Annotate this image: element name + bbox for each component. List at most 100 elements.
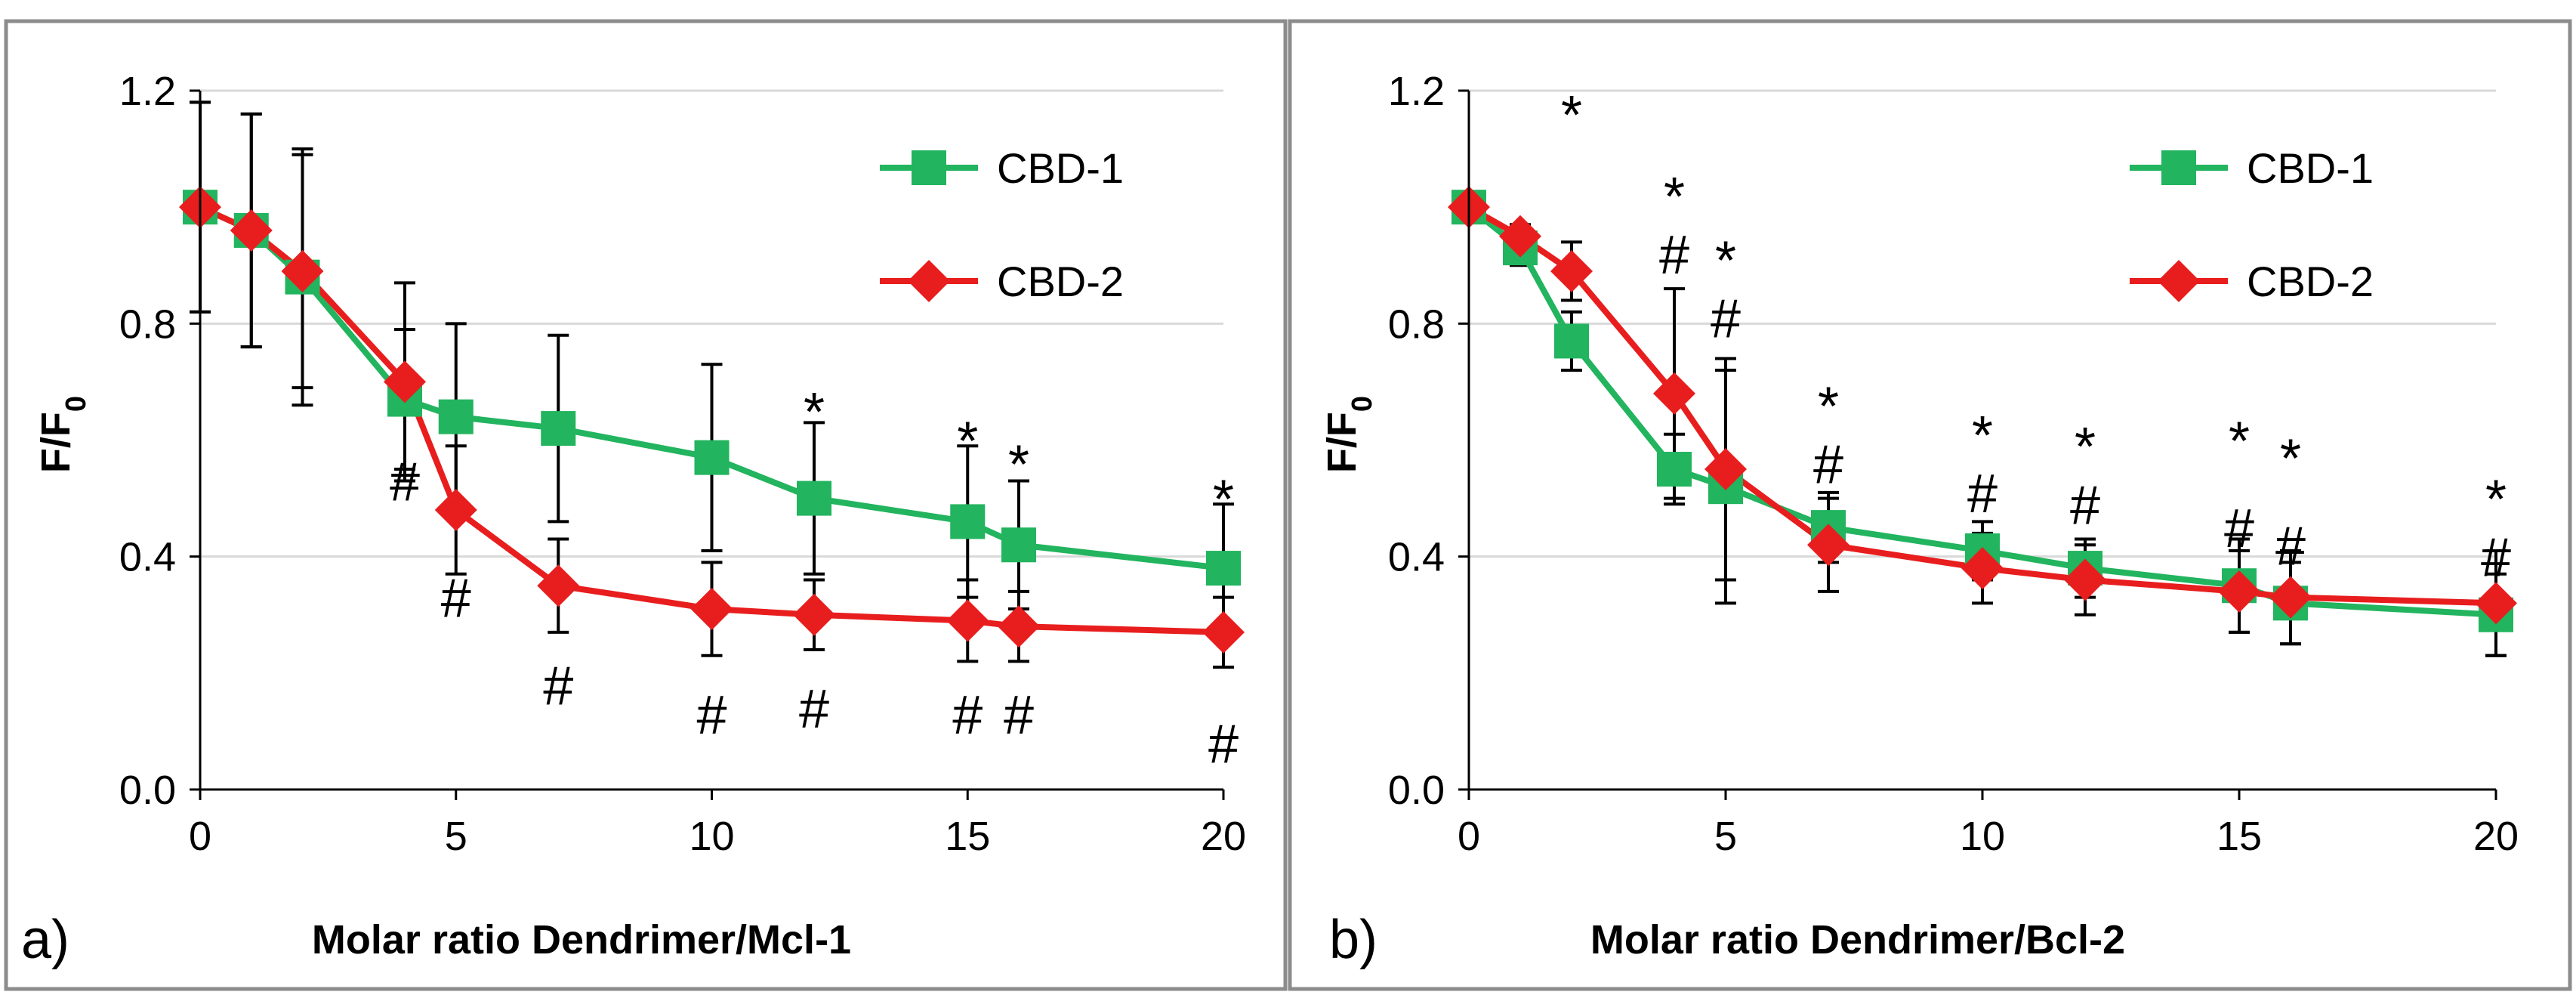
panel-a-y-tick-label-0: 0.0 [119,768,176,813]
panel-b-cbd-2-point-4 [1704,448,1747,491]
panel-b-y-axis-label: F/F0 [1319,396,1378,473]
panel-a-annotation-hash-10: # [1208,714,1239,774]
panel-b-cbd-2-point-1 [1499,215,1541,258]
panel-b-x-tick-label-2: 10 [1960,814,2005,859]
panel-a-cbd-1-point-5 [541,411,576,447]
panel-b-y-tick-label-3: 1.2 [1388,69,1445,114]
panel-a-cbd-1-point-10 [1206,551,1241,586]
panel-b-annotation-hash-15: # [2481,528,2511,589]
panel-a-x-tick-label-1: 5 [445,814,467,859]
panel-a-legend-cbd-1-marker [912,150,946,185]
panel-a-cbd-2-point-9 [998,605,1040,648]
panel-a-x-tick-label-0: 0 [189,814,211,859]
panel-a-y-tick-label-1: 0.4 [119,535,176,580]
panel-a-cbd-1-point-7 [797,481,831,516]
panel-a-markers [179,186,1245,654]
panel-b-cbd-2-point-7 [2064,558,2106,601]
panel-a-cbd-2-point-1 [230,209,273,252]
panel-b-annotation-star-4: * [1715,231,1736,292]
panel-a-cbd-2-point-4 [434,489,477,531]
panel-a-letter: a) [21,910,69,970]
panel-b-cbd-1-point-3 [1657,452,1692,487]
panel-b-cbd-2-point-10 [2475,582,2517,625]
panel-b-x-tick-label-4: 20 [2473,814,2519,859]
panel-b-annotation-star-14: * [2280,429,2301,490]
panel-b-tick-labels: 0.0 0.4 0.8 1.2 0 5 10 15 20 [1388,69,2519,859]
panel-b-annotation-star-10: * [2075,417,2096,477]
panel-b-legend-cbd-2-label: CBD-2 [2247,258,2374,305]
panel-b-legend-cbd-1-marker [2161,150,2196,185]
panel-a-y-axis-label: F/F0 [33,396,92,473]
panel-a-annotation-star-9: * [1008,434,1029,495]
panel-a-annotation-hash-6: # [952,685,983,746]
panel-b-axes [1458,89,2497,800]
panel-a: # # # # # * # * # * # * 0.0 0.4 0.8 1.2 0 5 10 15 20 Molar … [21,69,1246,970]
panel-b-annotation-star-0: * [1561,85,1582,146]
panel-a-x-tick-label-3: 15 [945,814,990,859]
panel-b-x-tick-label-1: 5 [1714,814,1737,859]
panel-a-cbd-2-point-8 [946,599,989,642]
panel-b-frame [1288,19,2572,991]
panel-b-markers [1448,186,2517,632]
panel-a-y-tick-label-2: 0.8 [119,301,176,347]
panel-a-x-tick-label-2: 10 [689,814,734,859]
panel-a-cbd-2-point-10 [1202,610,1245,654]
panel-b-cbd-2-point-6 [1961,547,2004,590]
panel-b-cbd-2-point-8 [2218,570,2260,613]
panel-a-annotation-hash-4: # [799,679,829,740]
panel-b-x-tick-label-3: 15 [2217,814,2262,859]
panel-a-cbd-1-point-9 [1001,527,1036,563]
panel-a-annotation-hash-8: # [1004,685,1034,746]
panel-b-annotation-hash-9: # [2070,475,2100,536]
panel-a-annotations: # # # # # * # * # * # * [390,382,1239,774]
panel-b-legend: CBD-1 CBD-2 [2130,144,2374,305]
panel-a-cbd-2-point-6 [690,588,733,631]
panel-b-letter: b) [1329,910,1377,970]
panel-b-y-tick-label-2: 0.8 [1388,301,1445,347]
panel-a-annotation-hash-3: # [696,685,727,746]
panel-b-annotation-hash-5: # [1813,434,1843,495]
panel-b-annotations: *#*#*#*#*#*#*#*#* [1561,85,2511,589]
panel-a-x-tick-label-4: 20 [1201,814,1246,859]
panel-a-frame [4,19,1288,991]
panel-b-annotation-hash-1: # [1659,225,1689,286]
panel-b-cbd-2-point-5 [1807,524,1849,567]
panel-a-legend-cbd-1-label: CBD-1 [997,144,1124,192]
panel-a-annotation-hash-2: # [543,656,573,716]
panel-a-annotation-star-7: * [957,412,978,472]
panel-a-cbd-2-point-3 [384,360,426,403]
panel-b-cbd-2-point-9 [2269,576,2312,619]
panel-a-y-tick-label-3: 1.2 [119,69,176,114]
panel-a-cbd-1-point-6 [694,440,730,475]
panel-a-axes [190,89,1225,800]
panel-b-y-tick-label-0: 0.0 [1388,768,1445,813]
panel-a-cbd-1-point-4 [438,399,474,434]
panel-a-cbd-2-point-2 [281,249,324,292]
panel-b-annotation-hash-13: # [2275,516,2306,576]
panel-b-annotation-hash-11: # [2224,499,2254,559]
panel-b-annotation-star-8: * [1972,406,1993,466]
panel-b-annotation-star-16: * [2485,470,2507,530]
panel-b-annotation-star-2: * [1664,167,1685,227]
panel-b-legend-cbd-2-marker [2158,260,2200,302]
panel-b: *#*#*#*#*#*#*#*#* 0.00.40.81.20 5 10 15 20 M… [1319,69,2519,970]
panel-b-legend-cbd-1-label: CBD-1 [2247,144,2374,192]
panel-b-cbd-2-point-2 [1550,249,1593,292]
panel-b-annotation-hash-7: # [1967,464,1998,524]
panel-b-annotation-star-12: * [2229,412,2250,472]
panel-b-cbd-1-point-2 [1554,323,1589,359]
panel-a-cbd-2-point-5 [537,564,580,607]
panel-a-tick-labels: 0.0 0.4 0.8 1.2 0 5 10 15 20 [119,69,1246,859]
panel-a-legend: CBD-1 CBD-2 [880,144,1124,305]
panel-a-legend-cbd-2-marker [908,260,950,302]
panel-a-cbd-2-point-7 [793,593,835,636]
panel-a-cbd-1-point-8 [950,504,986,539]
panel-b-annotation-hash-3: # [1711,289,1741,350]
panel-a-legend-cbd-2-label: CBD-2 [997,258,1124,305]
panel-b-x-tick-label-0: 0 [1458,814,1480,859]
panel-a-gridlines [200,89,1223,558]
panel-b-annotation-star-6: * [1818,376,1839,437]
panel-b-y-tick-label-1: 0.4 [1388,535,1445,580]
panel-a-annotation-star-5: * [804,382,825,443]
